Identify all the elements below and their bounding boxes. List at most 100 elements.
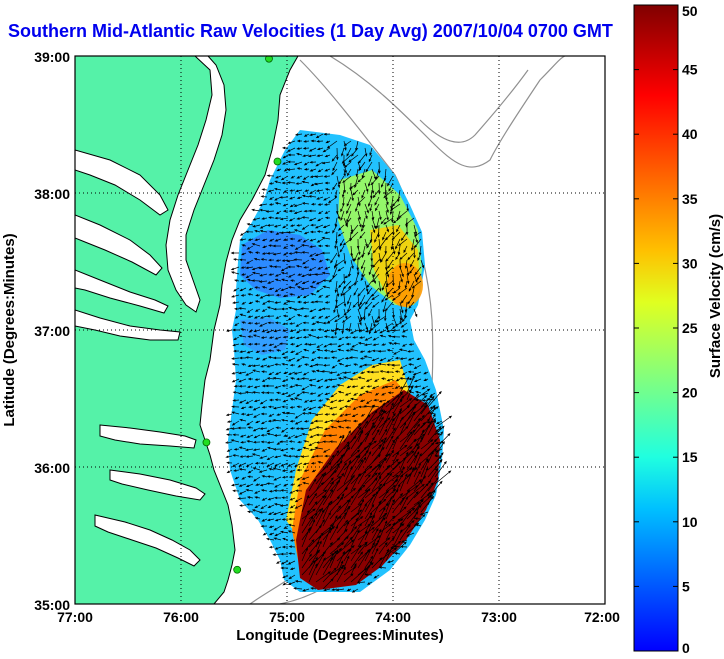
velocity-vector: [247, 377, 253, 381]
velocity-vector: [325, 140, 331, 144]
velocity-vector: [373, 398, 380, 402]
velocity-vector: [289, 322, 296, 325]
velocity-vector: [399, 377, 408, 380]
velocity-vector: [392, 342, 401, 345]
velocity-vector: [288, 545, 296, 549]
velocity-vector: [315, 433, 324, 437]
velocity-vector: [274, 187, 282, 191]
velocity-vector: [269, 398, 274, 402]
velocity-vector: [331, 356, 338, 360]
velocity-vector: [297, 238, 303, 242]
velocity-vector: [224, 441, 233, 444]
velocity-vector: [406, 417, 421, 436]
velocity-vector: [272, 244, 281, 248]
velocity-vector: [335, 327, 345, 331]
velocity-vector: [343, 371, 352, 374]
velocity-vector: [302, 154, 310, 158]
velocity-vector: [302, 371, 310, 376]
velocity-vector: [328, 273, 338, 283]
velocity-vector: [339, 406, 345, 410]
velocity-vector: [267, 504, 275, 508]
velocity-vector: [275, 231, 282, 235]
velocity-vector: [381, 175, 387, 188]
velocity-vector: [371, 557, 383, 569]
velocity-vector: [311, 315, 317, 319]
velocity-vector: [414, 517, 422, 520]
velocity-vector: [408, 343, 415, 346]
velocity-vector: [308, 147, 317, 152]
velocity-vector: [369, 203, 373, 212]
velocity-vector: [253, 257, 261, 261]
velocity-vector: [294, 245, 303, 250]
velocity-vector: [344, 392, 352, 396]
velocity-vector: [413, 231, 422, 237]
velocity-vector: [365, 294, 373, 305]
velocity-vector: [259, 208, 268, 212]
velocity-vector: [314, 446, 324, 450]
velocity-vector: [357, 474, 371, 492]
velocity-vector: [247, 364, 254, 367]
velocity-vector: [314, 273, 324, 276]
velocity-vector: [309, 160, 317, 164]
velocity-vector: [302, 175, 310, 180]
velocity-vector: [336, 539, 355, 555]
velocity-vector: [289, 398, 296, 401]
velocity-vector: [342, 376, 352, 380]
velocity-vector: [397, 245, 401, 256]
velocity-vector: [335, 294, 338, 304]
velocity-vector: [226, 433, 233, 437]
velocity-vector: [385, 280, 394, 288]
velocity-vector: [259, 483, 268, 487]
velocity-vector: [261, 357, 268, 361]
velocity-vector: [401, 343, 408, 347]
velocity-vector: [322, 489, 334, 506]
velocity-vector: [392, 391, 403, 408]
velocity-vector: [310, 461, 317, 465]
velocity-vector: [310, 292, 317, 296]
velocity-vector: [378, 238, 387, 249]
velocity-vector: [401, 315, 408, 323]
velocity-vector: [364, 421, 375, 443]
velocity-vector: [296, 357, 303, 362]
velocity-vector: [274, 532, 282, 537]
velocity-vector: [254, 378, 261, 381]
velocity-vector: [308, 209, 317, 213]
velocity-vector: [303, 161, 310, 166]
velocity-vector: [226, 461, 233, 465]
velocity-vector: [308, 441, 317, 447]
velocity-vector: [301, 527, 310, 548]
velocity-vector: [378, 520, 388, 541]
velocity-vector: [357, 420, 369, 436]
velocity-vector: [377, 362, 387, 366]
velocity-vector: [232, 433, 240, 437]
velocity-vector: [268, 467, 275, 471]
velocity-vector: [255, 357, 261, 360]
velocity-vector: [385, 203, 389, 214]
velocity-vector: [334, 217, 338, 228]
velocity-vector: [406, 203, 409, 212]
velocity-vector: [282, 224, 289, 229]
velocity-vector: [287, 392, 296, 397]
velocity-vector: [413, 224, 418, 236]
velocity-vector: [374, 203, 380, 212]
velocity-vector: [346, 210, 352, 223]
velocity-vector: [281, 545, 288, 549]
velocity-vector: [280, 462, 289, 467]
velocity-vector: [273, 224, 282, 228]
velocity-vector: [308, 383, 317, 387]
velocity-vector: [275, 315, 282, 319]
velocity-vector: [245, 413, 254, 417]
velocity-vector: [353, 252, 359, 262]
velocity-vector: [360, 413, 366, 417]
velocity-vector: [364, 535, 381, 548]
velocity-vector: [266, 306, 275, 310]
velocity-vector: [238, 384, 247, 388]
velocity-vector: [315, 369, 324, 373]
velocity-vector: [240, 266, 247, 269]
y-tick-label: 36:00: [34, 460, 70, 476]
velocity-vector: [378, 472, 390, 485]
velocity-vector: [434, 441, 443, 445]
velocity-vector: [289, 237, 296, 241]
velocity-vector: [330, 335, 338, 339]
velocity-vector: [274, 363, 282, 366]
